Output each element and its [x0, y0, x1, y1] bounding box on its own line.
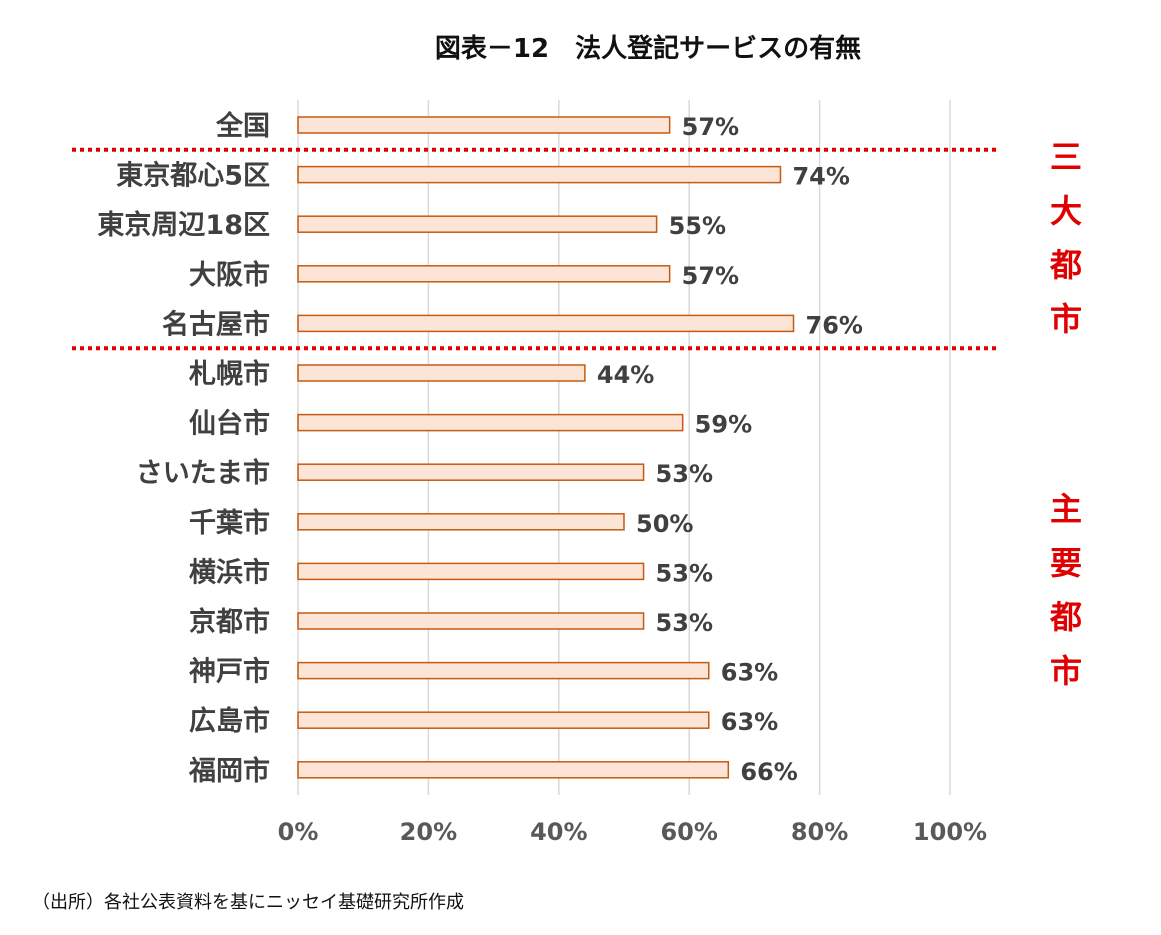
data-label: 50% [636, 510, 693, 538]
x-axis-ticks: 0% 20% 40% 60% 80% 100% [278, 818, 987, 846]
x-tick-label: 0% [278, 818, 319, 846]
bar [297, 612, 645, 630]
data-label: 44% [597, 361, 654, 389]
bar [297, 661, 710, 680]
category-label: 横浜市 [189, 556, 270, 588]
bar [297, 364, 586, 382]
group-label-char: 主 [1050, 490, 1082, 528]
category-label: 神戸市 [189, 656, 270, 688]
group-label-char: 要 [1050, 544, 1082, 582]
data-label: 55% [669, 212, 726, 240]
data-label: 53% [656, 460, 713, 488]
category-label: 広島市 [189, 705, 270, 737]
data-label: 63% [721, 708, 778, 736]
bar [297, 314, 795, 333]
bar [297, 215, 658, 233]
category-label: 札幌市 [189, 358, 270, 390]
group-label-char: 三 [1050, 138, 1082, 176]
bars [297, 116, 795, 779]
data-label: 74% [792, 163, 849, 191]
bar [297, 562, 645, 581]
bar [297, 165, 782, 184]
group-dividers [72, 147, 998, 351]
category-label: さいたま市 [136, 457, 270, 489]
group-label-char: 都 [1049, 246, 1082, 284]
data-label: 53% [656, 559, 713, 587]
data-label: 53% [656, 609, 713, 637]
x-tick-label: 60% [660, 818, 717, 846]
value-labels: 57% 74% 55% 57% 76% 44% 59% 53% 50% 53% 53% 63% 63% 6… [597, 113, 863, 786]
gridlines [297, 100, 951, 795]
bar [297, 265, 671, 283]
category-label: 全国 [215, 110, 270, 142]
chart-title: 図表－12 法人登記サービスの有無 [435, 33, 861, 64]
category-label: 東京都心5区 [116, 160, 270, 192]
category-label: 福岡市 [188, 755, 270, 787]
bar [297, 413, 684, 432]
source-note: （出所）各社公表資料を基にニッセイ基礎研究所作成 [32, 892, 464, 913]
bar [297, 711, 710, 729]
category-label: 東京周辺18区 [97, 209, 270, 241]
bar [297, 463, 645, 481]
group-label-char: 市 [1050, 300, 1082, 338]
category-label: 京都市 [189, 606, 270, 638]
group-label-char: 都 [1049, 598, 1082, 636]
data-label: 66% [740, 758, 797, 786]
category-label: 千葉市 [189, 507, 270, 539]
x-tick-label: 40% [530, 818, 587, 846]
bar [297, 761, 730, 779]
x-tick-label: 20% [400, 818, 457, 846]
group-label-char: 市 [1050, 652, 1082, 690]
data-label: 57% [682, 262, 739, 290]
category-label: 大阪市 [189, 259, 270, 291]
category-label: 名古屋市 [162, 308, 270, 340]
data-label: 76% [806, 311, 863, 339]
bar [297, 116, 671, 134]
data-label: 63% [721, 659, 778, 687]
data-label: 59% [695, 411, 752, 439]
bar [297, 513, 625, 531]
group-label-char: 大 [1050, 192, 1082, 230]
data-label: 57% [682, 113, 739, 141]
x-tick-label: 80% [791, 818, 848, 846]
x-tick-label: 100% [913, 818, 987, 846]
category-labels: 全国東京都心5区東京周辺18区大阪市名古屋市札幌市仙台市さいたま市千葉市横浜市京… [97, 110, 270, 787]
category-label: 仙台市 [189, 408, 270, 440]
